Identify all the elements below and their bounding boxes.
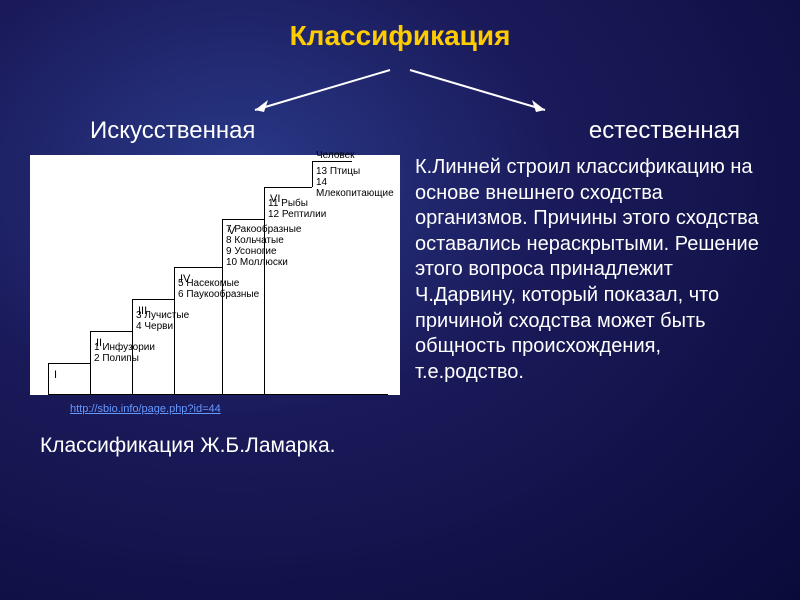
ladder-label: 13 Птицы: [316, 166, 360, 177]
roman-numeral: IV: [180, 273, 190, 285]
ladder-label: 14 Млекопитающие: [316, 177, 400, 199]
page-title: Классификация: [0, 0, 800, 52]
branch-arrows: [0, 52, 800, 122]
source-link[interactable]: http://sbio.info/page.php?id=44: [70, 403, 400, 415]
ladder-top-label: Человек: [316, 150, 355, 161]
arrows-svg: [200, 62, 600, 122]
right-column: К.Линней строил классификацию на основе …: [415, 155, 780, 459]
roman-numeral: II: [96, 337, 102, 349]
roman-numeral: VI: [270, 193, 280, 205]
diagram-caption: Классификация Ж.Б.Ламарка.: [40, 433, 400, 459]
ladder-diagram: I1 Инфузории2 ПолипыII3 Лучистые4 ЧервиI…: [30, 155, 400, 395]
roman-numeral: III: [138, 305, 147, 317]
body-text: К.Линней строил классификацию на основе …: [415, 155, 770, 385]
roman-numeral: I: [54, 369, 57, 381]
left-column: I1 Инфузории2 ПолипыII3 Лучистые4 ЧервиI…: [30, 155, 400, 459]
roman-numeral: V: [228, 225, 235, 237]
content-row: I1 Инфузории2 ПолипыII3 Лучистые4 ЧервиI…: [0, 145, 800, 459]
